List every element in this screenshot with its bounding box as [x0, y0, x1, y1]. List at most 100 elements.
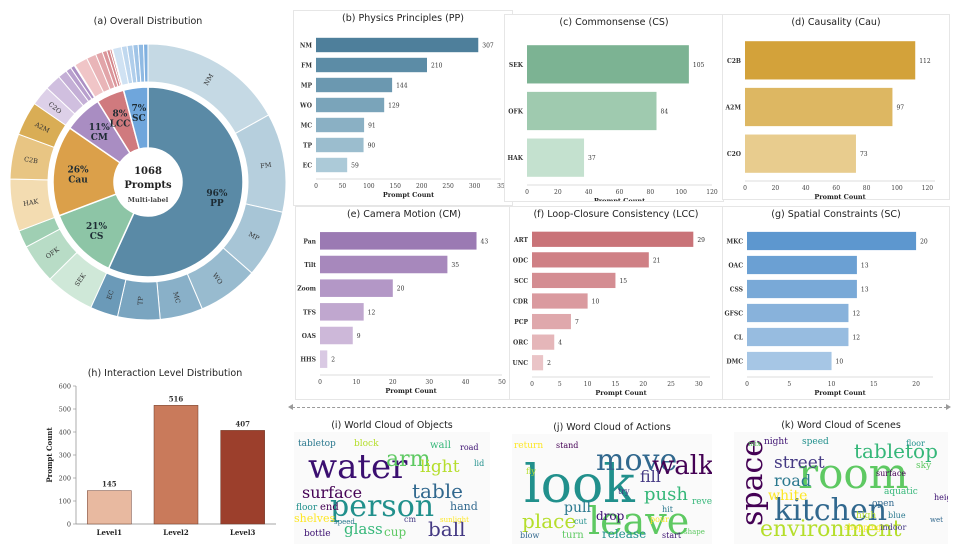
outer-label: MC — [171, 291, 182, 304]
data-label-mp: 144 — [396, 83, 408, 90]
y-tick-label: 0 — [67, 521, 71, 529]
tick-label-tilt: Tilt — [304, 262, 316, 269]
bar-dmc — [747, 351, 832, 371]
cloud-word: reveal — [692, 497, 712, 507]
x-tick-label: 20 — [912, 381, 920, 388]
bar-sek — [527, 45, 689, 84]
data-label-pan: 43 — [481, 238, 489, 245]
bar-chart-physics: NM 307 FM 210 MP 144 WO 129 MC 91 TP 90 EC 59 0 50 100 15… — [299, 37, 505, 199]
data-label-tilt: 35 — [451, 262, 459, 269]
y-tick-label: 400 — [59, 429, 71, 437]
tick-label-odc: ODC — [513, 257, 528, 264]
outer-label: EC — [105, 289, 116, 301]
cloud-word: floor — [906, 439, 925, 448]
tick-label-unc: UNC — [513, 360, 529, 367]
cloud-word: shape — [684, 528, 705, 536]
data-label-art: 29 — [697, 237, 705, 244]
x-axis-title: Prompt Count — [595, 389, 646, 397]
cloud-word: environment — [760, 517, 902, 542]
bar-level3 — [220, 430, 265, 525]
tick-label-oas: OAS — [302, 333, 316, 340]
slice-percent-lcc: 8% — [113, 109, 128, 119]
x-tick-label: 35 — [497, 183, 505, 190]
cloud-word: sunlight — [440, 516, 469, 524]
y-axis-title: Prompt Count — [45, 427, 54, 483]
data-label-css: 13 — [861, 287, 869, 294]
panel-physics-principles: (b) Physics Principles (PP) NM 307 FM 210 MP… — [293, 10, 513, 206]
cloud-word: pour — [650, 515, 669, 524]
panel-title: (j) Word Cloud of Actions — [553, 422, 671, 433]
x-tick-label: 0 — [745, 381, 749, 388]
x-tick-label: 25 — [667, 381, 675, 388]
panel-cloud-objects: (i) World Cloud of Objects water person ar… — [294, 418, 490, 544]
cloud-word: arm — [386, 447, 431, 472]
x-tick-label: 0 — [743, 185, 747, 192]
bar-ofk — [527, 91, 657, 131]
x-tick-label: 20 — [772, 185, 780, 192]
cloud-word: end — [320, 502, 339, 513]
cloud-word: lid — [474, 459, 484, 468]
cloud-word: water — [308, 447, 408, 487]
data-label-oac: 13 — [861, 263, 869, 270]
panel-title: (i) World Cloud of Objects — [331, 420, 453, 431]
x-axis-title: Prompt Count — [385, 387, 436, 395]
bar-fm — [316, 57, 427, 73]
x-tick-label: 20 — [554, 189, 562, 196]
tick-label-pcp: PCP — [514, 319, 528, 326]
cloud-word: space — [735, 439, 770, 526]
cloud-word: return — [514, 441, 543, 451]
cloud-word: hand — [450, 500, 478, 513]
data-label-wo: 129 — [388, 103, 400, 110]
cloud-word: look — [524, 455, 635, 515]
x-tick-label: 10 — [828, 381, 836, 388]
x-tick-label: 15 — [870, 381, 878, 388]
y-tick-label: 200 — [59, 475, 71, 483]
cloud-word: start — [662, 531, 682, 540]
x-tick-label: 80 — [647, 189, 655, 196]
x-tick-label: 150 — [390, 183, 402, 190]
divider — [292, 407, 947, 408]
x-tick-label: 10 — [584, 381, 592, 388]
bar-mkc — [747, 231, 917, 251]
slice-name-lcc: LCC — [110, 119, 131, 129]
cloud-word: block — [354, 439, 379, 449]
x-tick-label: 100 — [891, 185, 903, 192]
data-label-mc: 91 — [368, 123, 376, 130]
data-label-orc: 4 — [558, 340, 562, 347]
outer-label: TP — [136, 296, 145, 306]
sunburst-chart: 96%PP21%CS26%Cau11%CM8%LCC7%SCNMFMMPWOMC… — [9, 43, 287, 321]
cloud-word: wall — [430, 440, 451, 451]
data-label-hak: 37 — [588, 155, 596, 162]
bar-css — [747, 279, 857, 299]
data-label-nm: 307 — [482, 43, 494, 50]
cloud-word: ball — [428, 517, 466, 541]
x-tick-label: 30 — [425, 379, 433, 386]
cloud-word: cup — [384, 525, 406, 539]
x-tick-label-level2: Level2 — [163, 528, 189, 537]
cloud-background — [734, 432, 948, 544]
x-tick-label: 120 — [922, 185, 934, 192]
bar-unc — [532, 355, 544, 371]
data-label-level1: 145 — [102, 480, 117, 489]
bar-tilt — [320, 255, 448, 274]
cloud-word: white — [768, 488, 807, 504]
cloud-word: tabletop — [298, 439, 336, 449]
panel-causality: (d) Causality (Cau) C2B 112 A2M 97 C2O 73 0 20 4… — [722, 14, 950, 200]
x-tick-label: 200 — [416, 183, 428, 190]
cloud-background — [512, 434, 712, 544]
bar-tp — [316, 137, 364, 153]
cloud-word: fill — [640, 467, 661, 486]
data-label-odc: 21 — [653, 257, 661, 264]
y-tick-label: 300 — [59, 452, 71, 460]
data-label-ec: 59 — [351, 163, 359, 170]
tick-label-gfsc: GFSC — [725, 311, 744, 318]
tick-label-nm: NM — [300, 43, 312, 50]
panel-cloud-actions: (j) Word Cloud of Actions look leave move w… — [512, 420, 712, 544]
bar-zoom — [320, 279, 393, 297]
data-label-fm: 210 — [431, 63, 443, 70]
cloud-word: road — [460, 443, 479, 452]
cloud-word: hit — [662, 505, 674, 514]
bar-mc — [316, 117, 365, 133]
cloud-word: move — [596, 443, 677, 478]
